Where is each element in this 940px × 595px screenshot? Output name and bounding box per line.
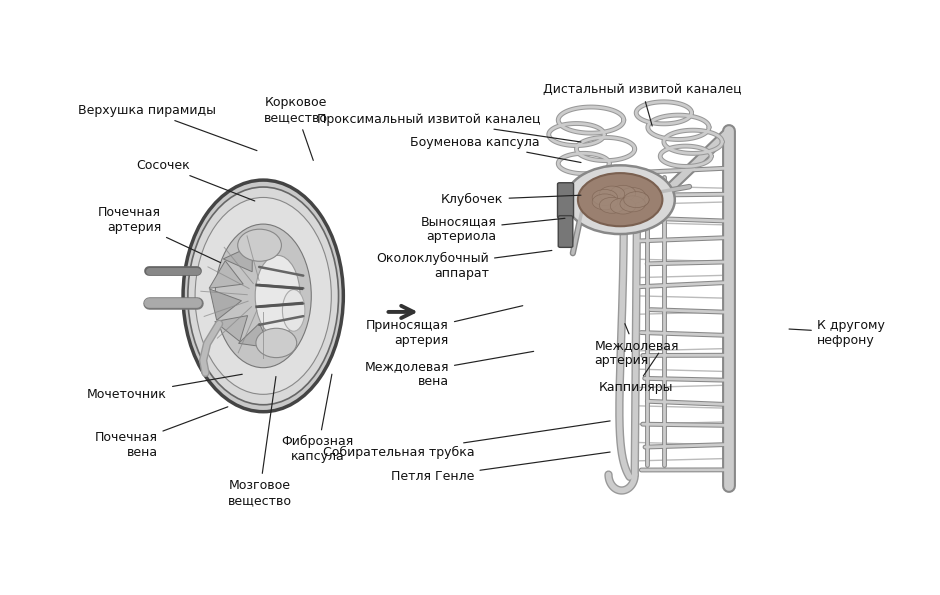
Text: К другому
нефрону: К другому нефрону [789, 318, 885, 346]
Ellipse shape [196, 198, 331, 394]
Ellipse shape [566, 165, 675, 234]
Ellipse shape [592, 189, 618, 205]
Ellipse shape [624, 192, 650, 208]
Polygon shape [214, 315, 247, 342]
Polygon shape [209, 261, 243, 289]
Ellipse shape [578, 173, 663, 226]
Ellipse shape [610, 198, 635, 214]
Ellipse shape [255, 255, 300, 336]
Text: Каппиляры: Каппиляры [598, 353, 673, 394]
Ellipse shape [600, 186, 625, 202]
Polygon shape [239, 323, 271, 348]
Polygon shape [210, 289, 242, 320]
Text: Фиброзная
капсула: Фиброзная капсула [282, 374, 354, 464]
Text: Околоклубочный
аппарат: Околоклубочный аппарат [376, 250, 552, 280]
Text: Приносящая
артерия: Приносящая артерия [367, 306, 523, 346]
Text: Верхушка пирамиды: Верхушка пирамиды [78, 104, 257, 151]
Text: Дистальный извитой каналец: Дистальный извитой каналец [542, 83, 742, 126]
Text: Мозговое
вещество: Мозговое вещество [227, 377, 291, 507]
Text: Сосочек: Сосочек [136, 159, 255, 201]
Text: Боуменова капсула: Боуменова капсула [411, 136, 581, 162]
Ellipse shape [624, 192, 650, 208]
Polygon shape [224, 246, 252, 272]
Text: Междолевая
вена: Междолевая вена [365, 352, 534, 388]
Text: Петля Генле: Петля Генле [391, 452, 610, 483]
Ellipse shape [620, 196, 645, 212]
Text: Проксимальный извитой каналец: Проксимальный извитой каналец [317, 113, 581, 142]
Ellipse shape [282, 290, 305, 331]
FancyBboxPatch shape [557, 183, 573, 218]
Ellipse shape [238, 229, 281, 261]
Ellipse shape [620, 187, 645, 203]
Text: Клубочек: Клубочек [441, 193, 581, 206]
Text: Почечная
вена: Почечная вена [95, 407, 227, 459]
Ellipse shape [592, 194, 618, 210]
Ellipse shape [215, 224, 311, 368]
Text: Почечная
артерия: Почечная артерия [98, 206, 221, 262]
Text: Собирательная трубка: Собирательная трубка [322, 421, 610, 459]
FancyBboxPatch shape [558, 215, 572, 248]
Ellipse shape [256, 328, 297, 358]
Text: Междолевая
артерия: Междолевая артерия [595, 324, 680, 367]
Ellipse shape [188, 187, 338, 405]
Ellipse shape [600, 198, 625, 213]
Ellipse shape [183, 180, 343, 412]
Text: Выносящая
артериола: Выносящая артериола [420, 215, 565, 243]
Text: Мочеточник: Мочеточник [87, 374, 243, 401]
Text: Корковое
вещество: Корковое вещество [264, 96, 328, 161]
Ellipse shape [610, 185, 635, 201]
